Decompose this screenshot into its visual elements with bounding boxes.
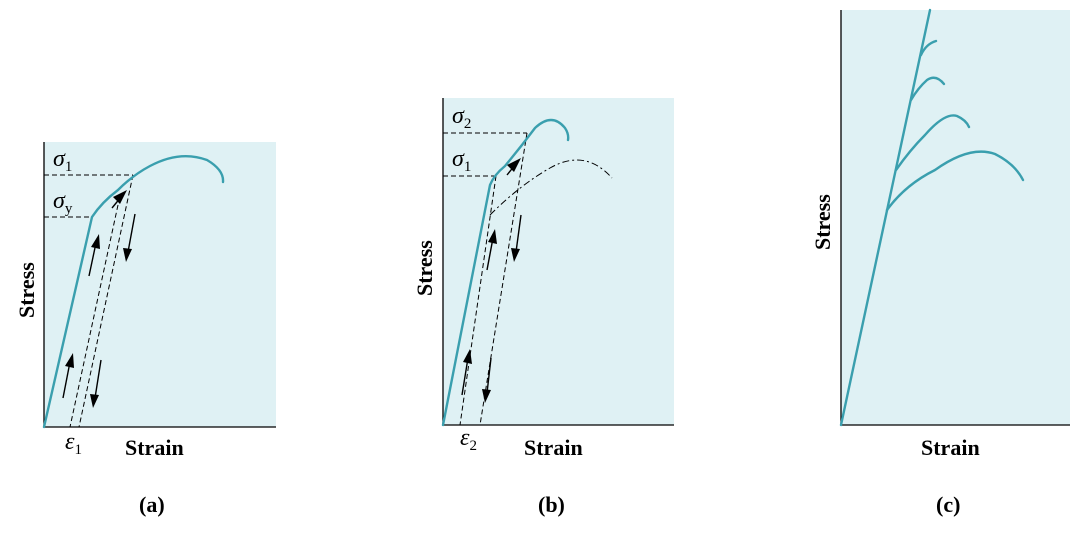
panel-c-x-axis-label: Strain — [921, 435, 980, 460]
panel-c-curve-3 — [909, 76, 946, 102]
panel-c-curve-2 — [894, 114, 971, 172]
panel-a-x-axis-label: Strain — [125, 435, 184, 460]
panel-b-loading-arrow-high — [486, 229, 497, 271]
panel-c-caption: (c) — [936, 492, 960, 517]
panel-a-reload-line — [69, 204, 119, 428]
panel-c: Strain Stress (c) — [810, 8, 1070, 517]
panel-c-elastic-line — [839, 8, 932, 427]
panel-b: σ2 σ1 ε2 Strain Stress (b) — [412, 98, 674, 517]
panel-b-sigma1-label: σ1 — [452, 146, 471, 175]
panel-b-reload-line — [459, 175, 497, 426]
panel-a-loading-arrow-low — [62, 353, 74, 399]
panel-a-sigmay-label: σy — [53, 188, 73, 217]
panel-a-background — [44, 142, 276, 427]
panel-b-stress-strain-curve — [441, 118, 570, 427]
panel-a-unloading-arrow-high — [123, 213, 136, 262]
panel-b-reloading-arrow — [506, 158, 521, 176]
panel-b-unloading-arrow-high — [511, 214, 522, 262]
panel-a-stress-strain-curve — [42, 154, 225, 429]
panel-b-unloading-arrow-low — [482, 357, 492, 403]
panel-c-curve-4 — [919, 39, 938, 57]
panel-a-sigma1-label: σ1 — [53, 146, 72, 175]
panel-c-y-axis-label: Stress — [810, 194, 835, 250]
panel-b-background — [443, 98, 674, 425]
panel-b-epsilon2-label: ε2 — [460, 425, 477, 454]
panel-a: σ1 σy ε1 Strain Stress (a) — [14, 142, 276, 517]
panel-c-curve-1 — [885, 150, 1025, 212]
panel-a-y-axis-label: Stress — [14, 262, 39, 318]
panel-b-caption: (b) — [538, 492, 565, 517]
panel-a-reloading-arrow — [111, 190, 127, 209]
panel-b-y-axis-label: Stress — [412, 240, 437, 296]
panel-a-unloading-arrow-low — [90, 359, 102, 408]
panel-b-loading-arrow-low — [461, 349, 472, 396]
panel-c-background — [841, 10, 1070, 425]
panel-b-original-curve-continuation — [489, 159, 613, 216]
panel-a-epsilon1-label: ε1 — [65, 429, 82, 458]
panel-a-caption: (a) — [139, 492, 165, 517]
panel-b-unload-line — [479, 132, 528, 426]
panel-a-loading-arrow-high — [88, 234, 100, 277]
panel-a-unload-line — [78, 174, 134, 428]
panel-b-sigma2-label: σ2 — [452, 103, 471, 132]
panel-b-x-axis-label: Strain — [524, 435, 583, 460]
